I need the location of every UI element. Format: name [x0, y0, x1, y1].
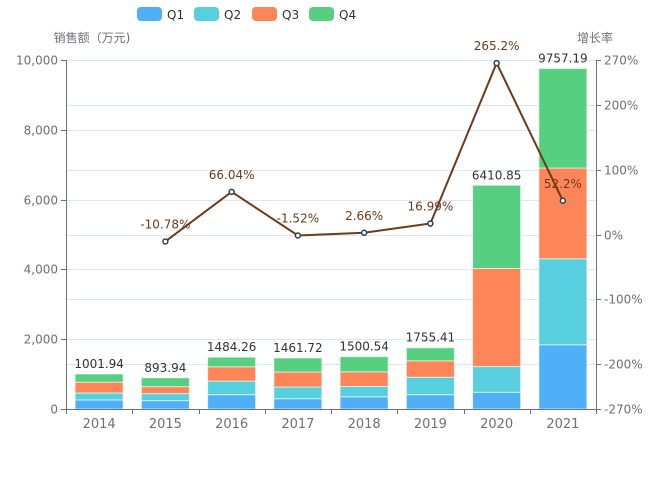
bar-q2 [273, 386, 323, 400]
y-left-tick-label: 10,000 [16, 54, 58, 68]
legend-label: Q3 [282, 8, 299, 22]
bar-q4 [273, 357, 323, 373]
bar-q1 [405, 394, 455, 410]
bar-q2 [538, 258, 588, 346]
growth-label: 52.2% [544, 177, 582, 191]
legend-item-q3[interactable]: Q3 [252, 7, 299, 22]
grid-lines [66, 60, 596, 365]
bar-q4 [405, 347, 455, 362]
bar-q2 [472, 366, 522, 393]
y-right-tick-label: 270% [604, 54, 638, 68]
y-left-tick-label: 2,000 [24, 333, 58, 347]
y-axis-left-name: 销售额（万元) [54, 30, 131, 45]
y-axis-right-name: 增长率 [577, 30, 613, 45]
growth-line-series [162, 59, 567, 245]
growth-point [493, 59, 500, 67]
bar-q4 [538, 67, 588, 169]
growth-point [360, 229, 368, 237]
bar-q4 [140, 377, 190, 388]
bar-q1 [339, 396, 389, 410]
bar-total-label: 6410.85 [472, 168, 522, 182]
growth-label: 265.2% [474, 39, 520, 53]
bar-q3 [472, 268, 522, 368]
bar-q3 [405, 360, 455, 378]
bar-q2 [339, 385, 389, 398]
legend-item-q1[interactable]: Q1 [137, 7, 184, 22]
bar-q4 [472, 184, 522, 270]
bar-q4 [74, 373, 124, 383]
bar-q3 [339, 371, 389, 387]
axes: 0 2,000 4,000 6,000 8,000 10,000 -270% -200% -10… [16, 54, 643, 433]
y-left-tick-label: 4,000 [24, 263, 58, 277]
growth-point [559, 197, 567, 205]
growth-label: 16.99% [407, 200, 453, 214]
legend-item-q2[interactable]: Q2 [194, 7, 241, 22]
bar-q1 [74, 399, 124, 410]
y-right-tick-label: -200% [604, 358, 643, 372]
growth-label: 66.04% [209, 168, 255, 182]
legend-swatch [252, 7, 277, 21]
legend-swatch [309, 7, 334, 21]
y-right-tick-label: 100% [604, 164, 638, 178]
x-tick-label: 2014 [83, 417, 116, 432]
growth-point [228, 188, 235, 196]
legend-label: Q4 [339, 8, 356, 22]
bar-q2 [405, 376, 455, 396]
bar-q2 [74, 392, 124, 401]
bar-total-label: 9757.19 [538, 51, 588, 65]
y-right-tick-label: 0% [604, 229, 623, 243]
legend[interactable]: Q1 Q2 Q3 Q4 [137, 7, 356, 22]
bar-total-label: 1755.41 [406, 331, 456, 345]
y-left-tick-label: 0 [50, 403, 58, 417]
bar-q2 [207, 380, 257, 396]
growth-point [427, 220, 434, 227]
x-tick-label: 2020 [480, 417, 513, 432]
legend-label: Q1 [167, 8, 184, 22]
bar-q1 [140, 400, 190, 410]
legend-label: Q2 [224, 8, 241, 22]
bar-total-label: 1461.72 [273, 341, 323, 355]
bar-q4 [207, 356, 257, 368]
y-left-tick-label: 6,000 [24, 194, 58, 208]
bar-q1 [538, 344, 588, 410]
y-right-tick-label: -100% [604, 293, 643, 307]
growth-label: 2.66% [345, 209, 383, 223]
y-right-tick-label: -270% [604, 403, 643, 417]
bar-total-label: 1001.94 [74, 357, 124, 371]
legend-swatch [137, 7, 162, 21]
y-right-tick-label: 200% [604, 99, 638, 113]
bar-q3 [207, 366, 257, 382]
x-tick-label: 2017 [281, 417, 314, 432]
growth-point [294, 232, 302, 239]
y-left-tick-label: 8,000 [24, 124, 58, 138]
growth-label: -10.78% [140, 217, 190, 231]
x-tick-label: 2018 [348, 417, 381, 432]
data-labels: 1001.94 893.94 1484.26 1461.72 1500.54 1755.4… [74, 39, 587, 375]
bar-q3 [273, 371, 323, 388]
x-tick-label: 2019 [414, 417, 447, 432]
bar-q3 [74, 381, 124, 394]
x-tick-label: 2015 [149, 417, 182, 432]
bar-q3 [140, 386, 190, 395]
bar-q2 [140, 393, 190, 402]
bar-total-label: 1484.26 [207, 340, 257, 354]
legend-swatch [194, 7, 219, 21]
x-tick-label: 2016 [215, 417, 248, 432]
bar-q1 [273, 398, 323, 410]
growth-point [162, 238, 169, 245]
bar-q1 [472, 391, 522, 410]
bar-total-label: 1500.54 [339, 340, 389, 354]
bar-series [74, 67, 588, 410]
bar-q4 [339, 356, 389, 373]
bar-q1 [207, 394, 257, 410]
legend-item-q4[interactable]: Q4 [309, 7, 356, 22]
x-tick-label: 2021 [546, 417, 579, 432]
bar-total-label: 893.94 [144, 361, 186, 375]
growth-label: -1.52% [277, 211, 319, 225]
